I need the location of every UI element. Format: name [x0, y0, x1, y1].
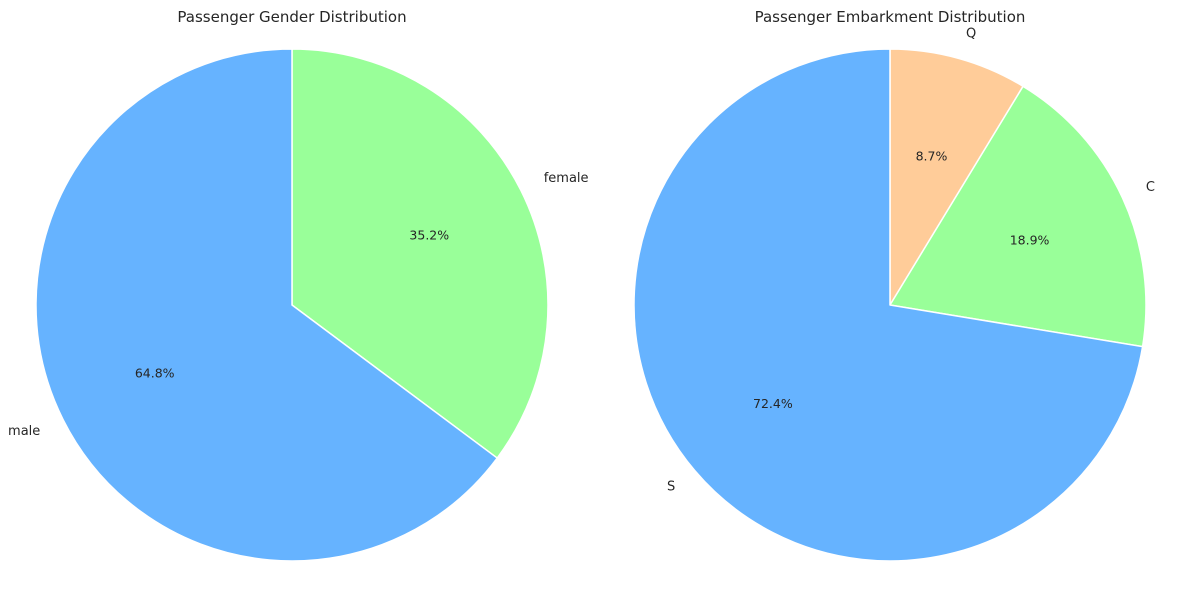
embarkment-slice-pct-c: 18.9% — [1010, 232, 1050, 247]
gender-pie-slices — [35, 48, 549, 562]
embarkment-slice-label-c: C — [1146, 180, 1155, 195]
gender-pie-chart: Passenger Gender Distribution female 35.2… — [8, 8, 589, 562]
embarkment-slice-c — [889, 85, 1147, 348]
embarkment-slice-label-q: Q — [966, 26, 976, 41]
gender-pie-labels: female 35.2% male 64.8% — [8, 171, 588, 439]
gender-chart-title: Passenger Gender Distribution — [177, 8, 406, 26]
embarkment-slice-pct-s: 72.4% — [753, 396, 793, 411]
gender-slice-label-male: male — [8, 424, 40, 439]
embarkment-slice-s — [633, 48, 1144, 562]
gender-slice-pct-female: 35.2% — [409, 228, 449, 243]
gender-slice-label-female: female — [544, 171, 589, 186]
embarkment-pie-labels: Q 8.7% C 18.9% S 72.4% — [667, 26, 1155, 494]
gender-slice-male — [35, 48, 498, 562]
embarkment-slice-pct-q: 8.7% — [916, 149, 948, 164]
embarkment-chart-title: Passenger Embarkment Distribution — [755, 8, 1026, 26]
embarkment-slice-label-s: S — [667, 480, 675, 495]
embarkment-pie-slices — [633, 48, 1147, 562]
gender-slice-female — [291, 48, 549, 459]
embarkment-pie-chart: Passenger Embarkment Distribution Q 8.7% C… — [633, 8, 1155, 562]
embarkment-slice-q — [889, 48, 1024, 306]
gender-slice-pct-male: 64.8% — [135, 365, 175, 380]
